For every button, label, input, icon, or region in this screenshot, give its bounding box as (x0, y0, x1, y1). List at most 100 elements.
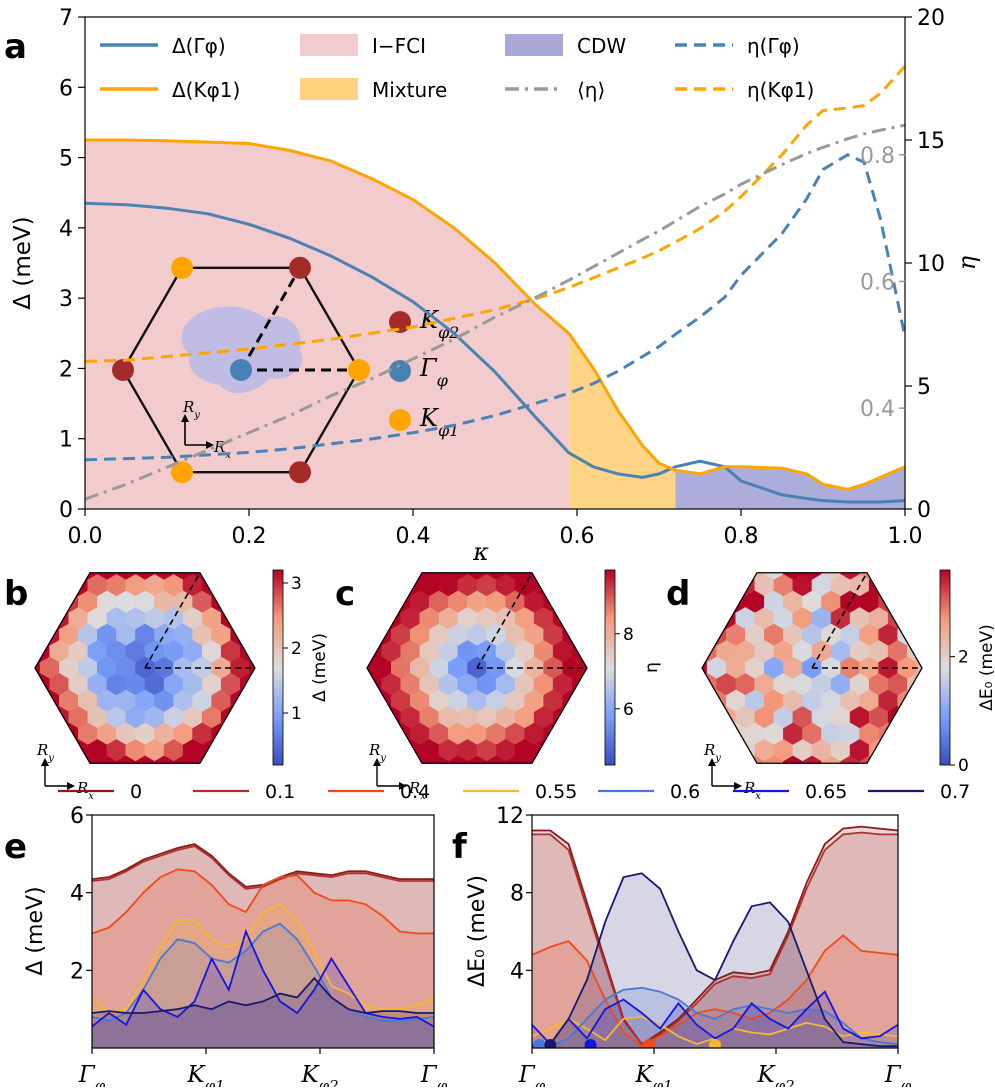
panel-c-kappa-label: κ (472, 538, 489, 566)
hex-cell (390, 572, 411, 581)
hex-cell (562, 722, 583, 746)
hex-cell (249, 590, 255, 614)
colorbar-tick-label: 8 (623, 625, 634, 645)
hex-cell (571, 739, 587, 762)
hex-cell (344, 674, 363, 696)
hex-border (366, 572, 588, 764)
hex-cell (916, 623, 922, 647)
hex-dash-diagonal (811, 572, 868, 669)
hex-cell (534, 542, 553, 564)
hex-cell (390, 755, 411, 764)
legend-label-2: CDW (577, 34, 626, 58)
hex-cell (906, 739, 922, 762)
colorbar (939, 569, 951, 766)
f-xtick-label: Kφ1 (634, 1062, 672, 1087)
hex-cell (429, 525, 448, 547)
a-xtick-label: 0.6 (560, 524, 595, 549)
hex-cell (230, 722, 251, 746)
hex-ry-label: Ry (703, 741, 721, 764)
hex-cell (334, 657, 353, 679)
hex-cell (145, 542, 164, 564)
hex-cell (702, 706, 718, 729)
hex-cell (12, 674, 31, 696)
hex-cell (367, 706, 383, 729)
hex-cell (669, 657, 688, 679)
hex-cell (878, 572, 899, 581)
colorbar (604, 569, 616, 766)
hex-cell (571, 574, 587, 597)
hex-cell (840, 755, 860, 764)
hex-ry-arrowhead (41, 758, 49, 766)
hex-cell (552, 739, 573, 762)
panel-d-heatmap: Ry Rx 0 2 ΔE₀ (meV) (669, 525, 995, 811)
f-min-marker-4 (709, 1039, 721, 1048)
f-min-marker-1 (544, 1039, 557, 1048)
hex-cell (562, 755, 583, 764)
hex-cell (812, 542, 831, 564)
hex-cell (581, 689, 587, 713)
e-area-5 (92, 931, 434, 1048)
legend-swatch-2 (505, 34, 563, 56)
inset-ry-label: Ry (182, 398, 200, 421)
f-area-1 (532, 832, 898, 1048)
panel-e-ylabel: Δ (meV) (23, 886, 48, 975)
hex-rx-label: Rx (743, 779, 761, 802)
hex-cell (2, 657, 21, 679)
hex-cell (679, 641, 698, 663)
hex-cell (897, 755, 918, 764)
e-area-1 (92, 846, 434, 1048)
hex-cell (581, 623, 587, 647)
hex-cell (164, 542, 183, 564)
ef-legend-label-6: 0.7 (940, 781, 970, 803)
panel-a-ylabel: Δ (meV) (10, 216, 36, 309)
hex-cell (581, 590, 587, 614)
hex-cell (164, 773, 183, 795)
hex-cell (240, 574, 255, 597)
hex-rx-arrowhead (734, 782, 742, 790)
hex-cell (2, 690, 21, 712)
hex-cell (552, 574, 573, 597)
hex-cell (211, 572, 231, 581)
a-ytick-label: 0 (59, 498, 73, 523)
panel-label-b: b (4, 574, 28, 614)
e-line-5 (92, 928, 434, 1028)
colorbar-tick-label: 2 (958, 648, 969, 668)
phase-area-ifci (85, 140, 569, 509)
hex-cell (174, 525, 193, 547)
inset-k2-point (289, 461, 311, 484)
hex-cell (58, 755, 79, 764)
colorbar-tick-label: 3 (291, 574, 302, 594)
f-ytick-label: 8 (510, 882, 524, 907)
hex-cell (802, 755, 822, 764)
e-area-6 (92, 978, 434, 1048)
f-ytick-label: 12 (496, 804, 524, 829)
hex-cell (581, 722, 587, 746)
hex-cell (581, 656, 587, 680)
hex-cell (897, 572, 918, 581)
hex-cell (702, 623, 708, 647)
f-xtick-label: Kφ2 (756, 1062, 794, 1087)
a-eta-avg-tick-label: 0.4 (860, 397, 895, 422)
hex-cell (448, 525, 467, 547)
inset-k2-point (289, 256, 311, 279)
hex-cell (831, 542, 850, 564)
hex-cell (487, 525, 506, 547)
hex-cell (916, 689, 922, 713)
a-ytick-label: 7 (59, 6, 73, 31)
hex-cell (841, 525, 860, 547)
hex-cell (249, 656, 255, 680)
hex-cell (467, 755, 487, 764)
hex-cell (764, 789, 783, 811)
hex-cell (571, 706, 587, 729)
colorbar-tick-label: 2 (291, 639, 302, 659)
f-min-marker-2 (584, 1039, 597, 1048)
hex-cell (515, 542, 534, 564)
e-line-3 (92, 903, 434, 1014)
colorbar-tick-label: 6 (623, 700, 634, 720)
a-eta-avg-tick-label: 0.6 (860, 270, 895, 295)
phase-area-mixture (568, 333, 676, 509)
hex-cell (571, 607, 587, 630)
hex-cell (439, 542, 458, 564)
hex-cell (543, 572, 564, 581)
